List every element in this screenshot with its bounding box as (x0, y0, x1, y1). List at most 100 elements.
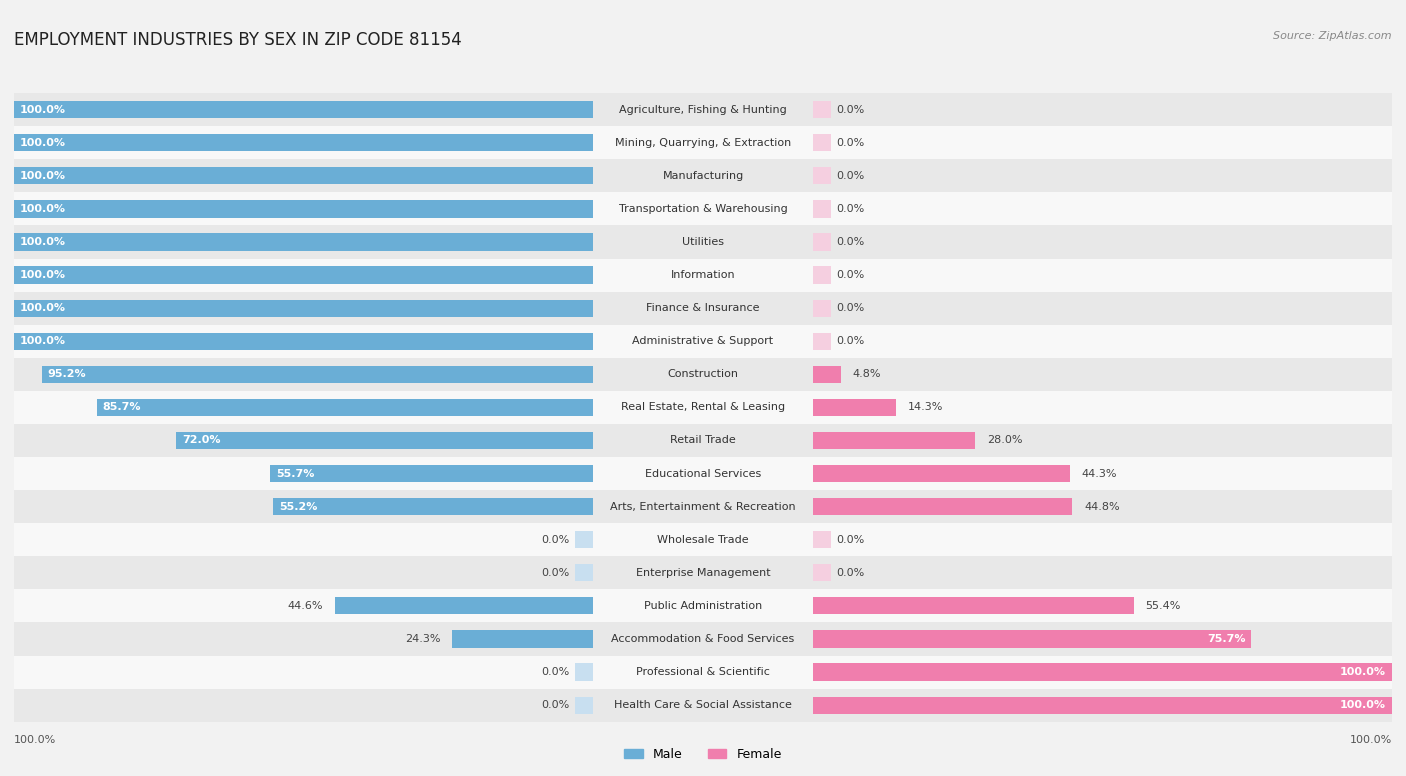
Text: Manufacturing: Manufacturing (662, 171, 744, 181)
Bar (14, 333, 593, 350)
Bar (235, 391, 1392, 424)
Text: 0.0%: 0.0% (541, 700, 569, 710)
Bar (235, 556, 1392, 589)
Bar (0, 457, 1406, 490)
Text: 0.0%: 0.0% (837, 204, 865, 214)
Bar (14, 134, 593, 151)
Bar (14, 101, 593, 118)
Bar (453, 630, 593, 648)
Text: 0.0%: 0.0% (837, 336, 865, 346)
Bar (0, 424, 1406, 457)
Bar (813, 432, 976, 449)
Text: 0.0%: 0.0% (837, 303, 865, 314)
Bar (813, 399, 896, 416)
Text: 55.2%: 55.2% (280, 501, 318, 511)
Bar (0, 556, 1406, 589)
Bar (813, 300, 831, 317)
Text: 100.0%: 100.0% (1350, 735, 1392, 745)
Text: Wholesale Trade: Wholesale Trade (657, 535, 749, 545)
Bar (14, 167, 593, 185)
Text: 55.7%: 55.7% (276, 469, 315, 479)
Text: Enterprise Management: Enterprise Management (636, 568, 770, 578)
Bar (575, 564, 593, 581)
Bar (0, 159, 1406, 192)
Text: 0.0%: 0.0% (541, 667, 569, 677)
Bar (0, 192, 1406, 226)
Text: Construction: Construction (668, 369, 738, 379)
Bar (235, 589, 1392, 622)
Bar (0, 126, 1406, 159)
Bar (235, 490, 1392, 523)
Text: 14.3%: 14.3% (907, 403, 943, 412)
Bar (0, 656, 1406, 688)
Bar (813, 234, 831, 251)
Text: 0.0%: 0.0% (837, 237, 865, 247)
Bar (14, 424, 1171, 457)
Bar (14, 226, 1171, 258)
Text: 44.8%: 44.8% (1084, 501, 1119, 511)
Text: Public Administration: Public Administration (644, 601, 762, 611)
Text: Educational Services: Educational Services (645, 469, 761, 479)
Bar (273, 498, 593, 515)
Text: 44.6%: 44.6% (288, 601, 323, 611)
Bar (813, 630, 1251, 648)
Text: 100.0%: 100.0% (20, 303, 66, 314)
Bar (0, 688, 1406, 722)
Bar (97, 399, 593, 416)
Bar (235, 324, 1392, 358)
Bar (14, 93, 1171, 126)
Bar (335, 598, 593, 615)
Bar (0, 93, 1406, 126)
Bar (14, 490, 1171, 523)
Bar (14, 234, 593, 251)
Bar (575, 663, 593, 681)
Bar (0, 258, 1406, 292)
Text: 4.8%: 4.8% (852, 369, 882, 379)
Bar (235, 258, 1392, 292)
Bar (14, 523, 1171, 556)
Text: 100.0%: 100.0% (20, 171, 66, 181)
Text: 100.0%: 100.0% (20, 336, 66, 346)
Bar (14, 200, 593, 217)
Bar (14, 159, 1171, 192)
Text: Health Care & Social Assistance: Health Care & Social Assistance (614, 700, 792, 710)
Text: Agriculture, Fishing & Hunting: Agriculture, Fishing & Hunting (619, 105, 787, 115)
Bar (14, 688, 1171, 722)
Text: Information: Information (671, 270, 735, 280)
Text: 100.0%: 100.0% (20, 204, 66, 214)
Text: Mining, Quarrying, & Extraction: Mining, Quarrying, & Extraction (614, 138, 792, 147)
Bar (14, 457, 1171, 490)
Bar (813, 101, 831, 118)
Text: 0.0%: 0.0% (837, 568, 865, 578)
Text: 100.0%: 100.0% (20, 138, 66, 147)
Legend: Male, Female: Male, Female (619, 743, 787, 766)
Text: 0.0%: 0.0% (837, 171, 865, 181)
Text: 100.0%: 100.0% (20, 105, 66, 115)
Text: 95.2%: 95.2% (48, 369, 86, 379)
Bar (14, 126, 1171, 159)
Bar (813, 365, 841, 383)
Text: 0.0%: 0.0% (541, 568, 569, 578)
Bar (235, 656, 1392, 688)
Bar (813, 498, 1073, 515)
Text: Real Estate, Rental & Leasing: Real Estate, Rental & Leasing (621, 403, 785, 412)
Bar (0, 622, 1406, 656)
Text: Utilities: Utilities (682, 237, 724, 247)
Text: 100.0%: 100.0% (1340, 700, 1386, 710)
Bar (575, 531, 593, 549)
Bar (813, 663, 1392, 681)
Bar (14, 556, 1171, 589)
Bar (235, 358, 1392, 391)
Text: 100.0%: 100.0% (14, 735, 56, 745)
Bar (14, 358, 1171, 391)
Bar (0, 324, 1406, 358)
Text: 100.0%: 100.0% (1340, 667, 1386, 677)
Text: 100.0%: 100.0% (20, 270, 66, 280)
Text: Transportation & Warehousing: Transportation & Warehousing (619, 204, 787, 214)
Bar (575, 697, 593, 714)
Bar (813, 564, 831, 581)
Bar (235, 457, 1392, 490)
Text: EMPLOYMENT INDUSTRIES BY SEX IN ZIP CODE 81154: EMPLOYMENT INDUSTRIES BY SEX IN ZIP CODE… (14, 31, 461, 49)
Text: 72.0%: 72.0% (181, 435, 221, 445)
Bar (235, 159, 1392, 192)
